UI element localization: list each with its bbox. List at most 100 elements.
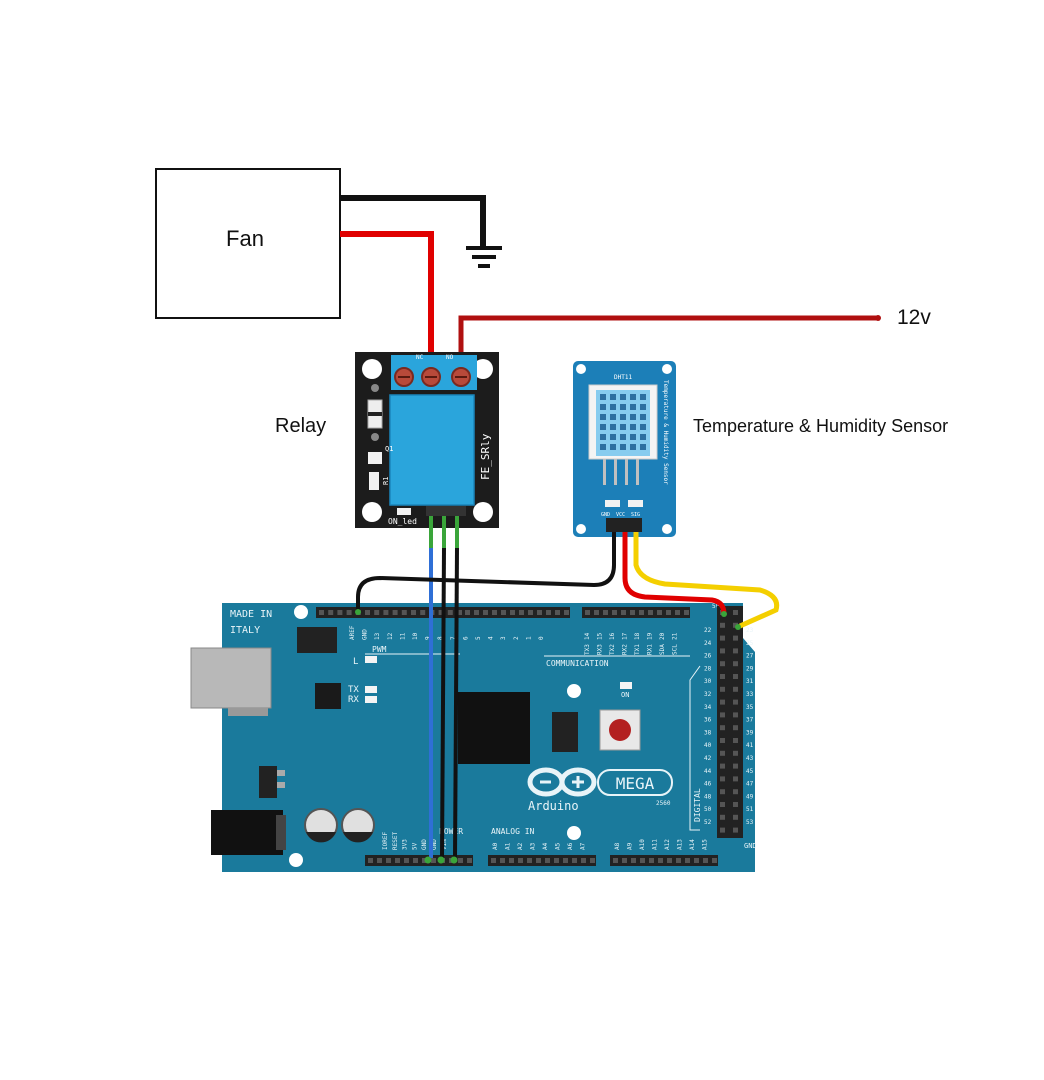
digital-pin-label: 36 (704, 717, 712, 724)
grille-hole (600, 434, 606, 440)
relay-cube (389, 394, 475, 506)
comm-name-pin-label: SDA (659, 644, 666, 655)
comm-header-pin-label: 19 (647, 632, 654, 640)
analog-pin-label: A5 (555, 842, 562, 850)
fan: Fan (155, 168, 341, 319)
header-pin (411, 610, 416, 615)
comm-header-pin-label: 15 (597, 632, 604, 640)
digital-label: DIGITAL (693, 788, 702, 822)
comm-name-pin-label: TX2 (609, 644, 616, 655)
header-pin (733, 738, 738, 743)
fan-box (155, 168, 341, 319)
header-pin (733, 725, 738, 731)
header-pin (510, 610, 515, 615)
digital-pin-label: 23 (746, 627, 754, 634)
analog-pin-label: A10 (639, 839, 646, 850)
header-pin (447, 610, 453, 615)
header-pin (395, 858, 400, 863)
analog-pin-label: A6 (567, 842, 574, 850)
header-pin (733, 648, 738, 654)
sensor-pin-sig: SIG (631, 512, 640, 518)
header-pin (712, 858, 717, 863)
header-pin (603, 610, 608, 615)
comm-header-pin-label: 21 (672, 632, 679, 640)
top-header-pin-label: GND (362, 629, 369, 640)
led-l-label: L (353, 657, 358, 667)
header-pin (501, 610, 506, 615)
header-pin (564, 610, 569, 615)
digital-pin-label: 45 (746, 768, 754, 775)
header-pin (733, 802, 738, 807)
header-pin (720, 699, 725, 705)
digital-pin-label: 49 (746, 793, 754, 800)
dht-sensor-module: DHT11 GND VCC SIG Temperature & Humidity… (573, 361, 676, 537)
header-pin (733, 661, 738, 667)
header-pin (319, 610, 324, 615)
header-pin (720, 814, 725, 820)
led-rx-label: RX (348, 695, 359, 705)
grille-hole (600, 414, 606, 420)
header-pin (622, 858, 627, 863)
grille-hole (640, 434, 646, 440)
relay-vcc-wire (440, 547, 446, 859)
digital-pin-label: 52 (704, 819, 712, 826)
digital-pin-label: 38 (704, 729, 712, 736)
analog-header-2 (610, 855, 718, 866)
digital-pin-label: 26 (704, 653, 712, 660)
analog-pin-label: A13 (677, 839, 684, 850)
relay-q1-label: Q1 (385, 445, 393, 453)
led-tx-label: TX (348, 685, 359, 695)
power-header-pin-label: RESET (392, 832, 399, 850)
grille-hole (610, 444, 616, 450)
sensor-model-label: DHT11 (614, 374, 632, 381)
analog-pin-label: A0 (492, 842, 499, 850)
grille-hole (630, 404, 636, 410)
header-pin (581, 858, 586, 863)
sensor-label: Temperature & Humidity Sensor (693, 416, 948, 436)
header-pin (368, 858, 373, 863)
header-pin (733, 789, 738, 795)
comm-header-pin-label: 17 (622, 632, 629, 640)
digital-pin-label: 29 (746, 665, 754, 672)
grille-hole (610, 414, 616, 420)
power-header (365, 855, 473, 866)
header-pin (590, 858, 595, 863)
grille-hole (620, 434, 626, 440)
power-header-pin-label: VIN (441, 839, 448, 850)
top-header-pin-label: 6 (462, 636, 469, 640)
analog-pin-label: A7 (580, 842, 587, 850)
grille-hole (640, 394, 646, 400)
header-pin (630, 610, 635, 615)
header-pin (328, 610, 334, 615)
analog-pin-label: A11 (652, 839, 659, 850)
digital-header-side (717, 606, 743, 838)
header-pin (720, 712, 725, 718)
header-pin (639, 610, 644, 615)
header-pin (720, 622, 725, 628)
header-pin (720, 802, 725, 807)
header-pin (733, 712, 738, 718)
comm-name-pin-label: RX2 (622, 644, 629, 655)
grille-hole (640, 424, 646, 430)
sensor-side-text: Temperature & Humidity Sensor (662, 380, 669, 485)
analog-pin-label: A15 (702, 839, 709, 850)
header-pin (374, 610, 380, 615)
grille-hole (600, 394, 606, 400)
analog-pin-label: A8 (614, 842, 621, 850)
header-pin (491, 858, 496, 863)
made-in-text: MADE IN (230, 609, 272, 620)
header-pin (474, 610, 479, 615)
header-pin (612, 610, 617, 615)
header-pin (467, 858, 472, 863)
sensor-vcc-wire (622, 532, 727, 615)
header-pin (392, 610, 398, 615)
power-header-pin-label: 5V (411, 842, 418, 850)
comm-header-pin-label: 16 (609, 632, 616, 640)
power-header-pin-label: GND (421, 839, 428, 850)
header-pin (657, 610, 662, 615)
header-pin (621, 610, 626, 615)
header-pin (675, 610, 680, 615)
header-pin (694, 858, 699, 863)
header-pin (519, 610, 524, 615)
